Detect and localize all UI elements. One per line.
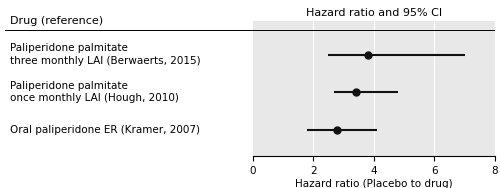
X-axis label: Hazard ratio (Placebo to drug): Hazard ratio (Placebo to drug) [295, 179, 452, 188]
Text: Oral paliperidone ER (Kramer, 2007): Oral paliperidone ER (Kramer, 2007) [10, 125, 200, 135]
Text: Drug (reference): Drug (reference) [10, 16, 103, 26]
Text: Paliperidone palmitate
three monthly LAI (Berwaerts, 2015): Paliperidone palmitate three monthly LAI… [10, 43, 200, 66]
Text: Hazard ratio and 95% CI: Hazard ratio and 95% CI [306, 8, 442, 18]
Text: Paliperidone palmitate
once monthly LAI (Hough, 2010): Paliperidone palmitate once monthly LAI … [10, 81, 179, 103]
